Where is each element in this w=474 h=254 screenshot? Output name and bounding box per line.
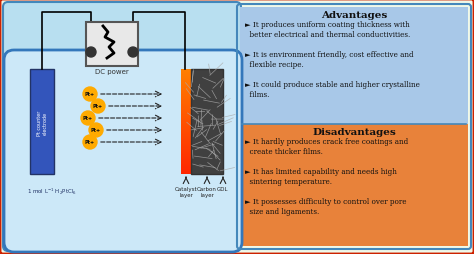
Bar xyxy=(181,92,191,93)
Text: GDL: GDL xyxy=(217,186,229,191)
Circle shape xyxy=(89,123,103,137)
Bar xyxy=(181,117,191,118)
Text: Carbon
layer: Carbon layer xyxy=(197,186,217,197)
Bar xyxy=(181,142,191,144)
Bar xyxy=(181,168,191,169)
Text: 1 mol L$^{-1}$ H$_2$PtCl$_6$: 1 mol L$^{-1}$ H$_2$PtCl$_6$ xyxy=(27,186,77,196)
Bar xyxy=(181,82,191,83)
Bar xyxy=(181,96,191,97)
Bar xyxy=(181,81,191,82)
Bar xyxy=(181,93,191,94)
Bar xyxy=(181,170,191,171)
Bar xyxy=(181,167,191,168)
Bar xyxy=(181,141,191,142)
Bar xyxy=(181,116,191,117)
Bar xyxy=(181,145,191,146)
Circle shape xyxy=(83,135,97,149)
Bar xyxy=(181,147,191,148)
Bar xyxy=(181,151,191,152)
Bar xyxy=(181,76,191,77)
Bar xyxy=(181,87,191,88)
Bar xyxy=(181,77,191,78)
Bar xyxy=(181,74,191,75)
Bar xyxy=(181,130,191,131)
Bar xyxy=(181,80,191,81)
Bar xyxy=(181,166,191,167)
Bar xyxy=(181,108,191,109)
Bar xyxy=(181,106,191,107)
Circle shape xyxy=(83,88,97,102)
Bar xyxy=(181,138,191,139)
Bar xyxy=(181,83,191,84)
Text: ► It is environment friendly, cost effective and
  flexible recipe.: ► It is environment friendly, cost effec… xyxy=(245,51,414,69)
Bar xyxy=(181,148,191,149)
Bar xyxy=(181,89,191,90)
Text: ► It hardly produces crack free coatings and
  create thicker films.: ► It hardly produces crack free coatings… xyxy=(245,137,408,155)
Text: Pt+: Pt+ xyxy=(85,92,95,97)
Bar xyxy=(181,154,191,155)
Bar xyxy=(181,114,191,115)
Bar xyxy=(181,94,191,95)
Bar xyxy=(181,131,191,132)
Text: Pt+: Pt+ xyxy=(93,104,103,109)
FancyBboxPatch shape xyxy=(3,3,241,251)
Bar xyxy=(181,156,191,157)
Bar xyxy=(181,113,191,114)
Bar xyxy=(191,70,223,174)
Text: Pt+: Pt+ xyxy=(83,116,93,121)
Bar xyxy=(181,118,191,119)
Bar xyxy=(181,101,191,102)
Bar xyxy=(181,73,191,74)
Bar xyxy=(181,129,191,130)
Bar xyxy=(181,85,191,86)
Bar xyxy=(181,99,191,100)
Bar xyxy=(181,102,191,103)
Text: Pt+: Pt+ xyxy=(85,140,95,145)
Bar xyxy=(181,103,191,104)
Text: ► It could produce stable and higher crystalline
  films.: ► It could produce stable and higher cry… xyxy=(245,81,420,99)
Bar xyxy=(181,132,191,133)
Bar xyxy=(181,95,191,96)
Bar xyxy=(181,104,191,105)
Bar xyxy=(181,70,191,71)
Bar xyxy=(181,153,191,154)
Text: ► It has limited capability and needs high
  sintering temperature.: ► It has limited capability and needs hi… xyxy=(245,167,397,185)
Bar xyxy=(181,155,191,156)
Text: ► It produces uniform coating thickness with
  better electrical and thermal con: ► It produces uniform coating thickness … xyxy=(245,21,410,39)
Bar xyxy=(181,107,191,108)
Circle shape xyxy=(81,112,95,125)
Bar xyxy=(181,135,191,136)
Bar xyxy=(181,84,191,85)
Circle shape xyxy=(91,100,105,114)
Bar xyxy=(181,162,191,163)
Bar xyxy=(181,79,191,80)
Bar xyxy=(181,128,191,129)
Bar xyxy=(181,97,191,98)
Text: ► It possesses difficulty to control over pore
  size and ligaments.: ► It possesses difficulty to control ove… xyxy=(245,197,407,215)
Bar xyxy=(181,109,191,110)
Bar xyxy=(30,70,54,174)
Circle shape xyxy=(86,48,96,58)
Bar xyxy=(181,139,191,140)
Bar xyxy=(181,169,191,170)
Text: Catalyst
layer: Catalyst layer xyxy=(175,186,197,197)
Text: Disadvantages: Disadvantages xyxy=(312,128,396,136)
Bar xyxy=(181,134,191,135)
Bar xyxy=(181,172,191,173)
Bar xyxy=(181,72,191,73)
Text: Pt+: Pt+ xyxy=(91,128,101,133)
Bar xyxy=(181,137,191,138)
Bar xyxy=(181,71,191,72)
Bar xyxy=(181,126,191,128)
Bar xyxy=(181,119,191,120)
Bar xyxy=(181,158,191,159)
Bar xyxy=(181,120,191,121)
Bar xyxy=(181,112,191,113)
Text: Advantages: Advantages xyxy=(321,11,387,20)
Bar xyxy=(181,173,191,174)
Bar xyxy=(181,144,191,145)
Bar xyxy=(181,146,191,147)
Bar xyxy=(181,133,191,134)
Bar xyxy=(181,159,191,160)
